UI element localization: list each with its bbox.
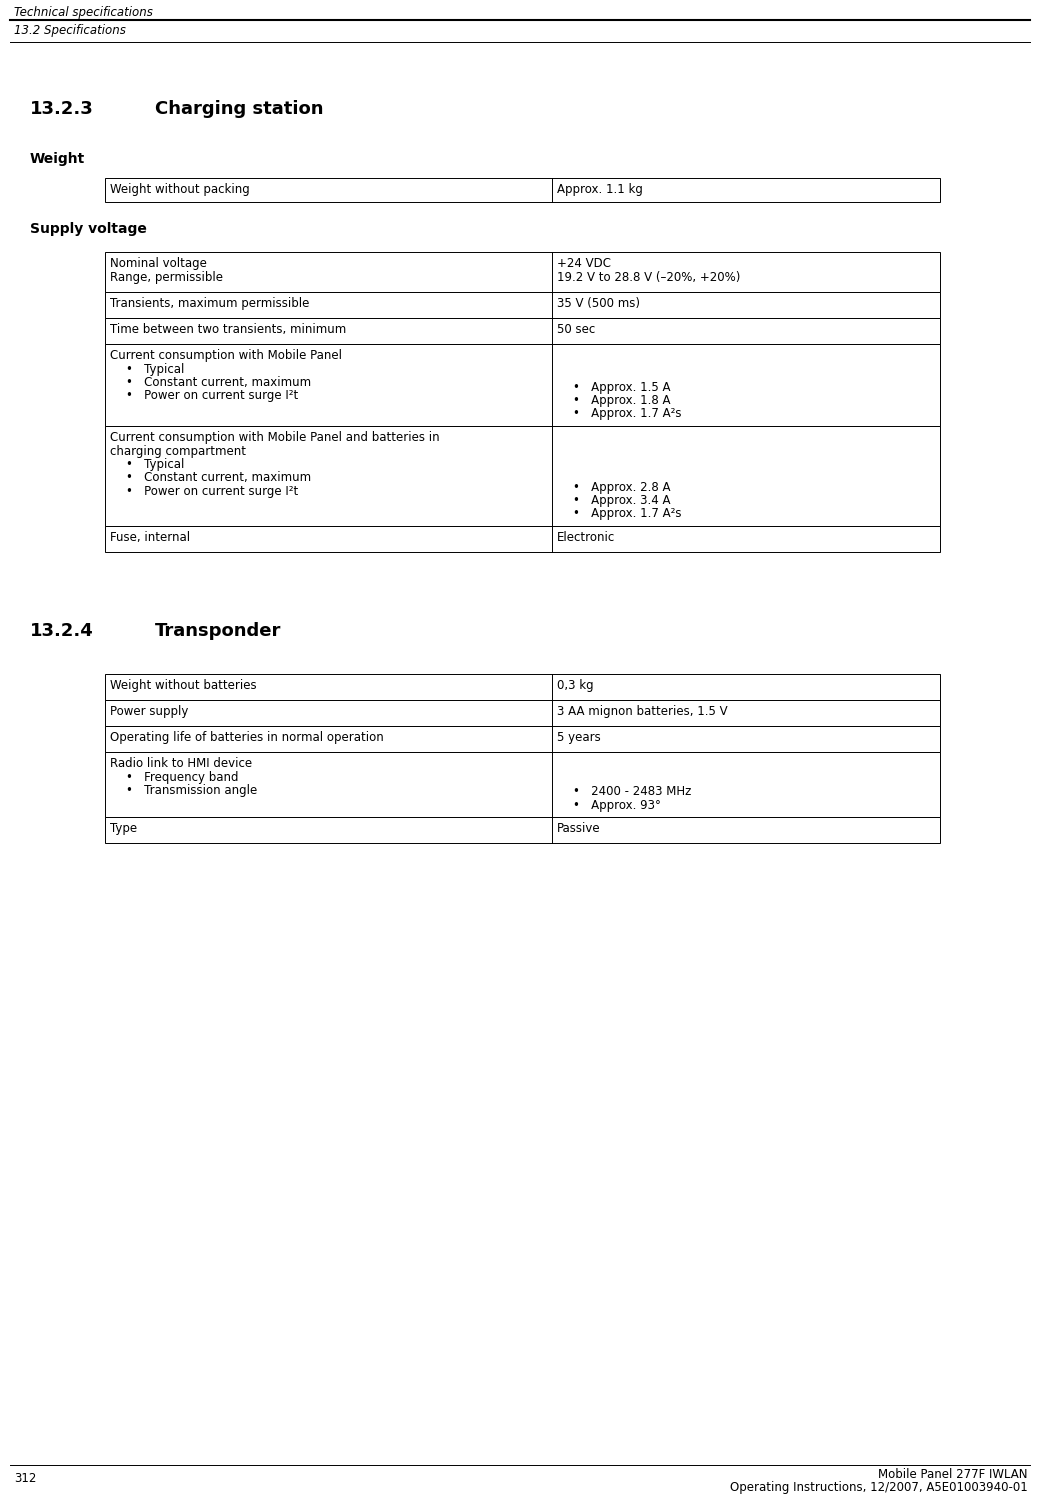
Text: Weight: Weight <box>30 152 85 166</box>
Bar <box>105 344 940 426</box>
Text: Nominal voltage: Nominal voltage <box>110 257 207 270</box>
Text: 0,3 kg: 0,3 kg <box>556 679 594 693</box>
Text: •   Constant current, maximum: • Constant current, maximum <box>126 471 311 484</box>
Text: Current consumption with Mobile Panel and batteries in: Current consumption with Mobile Panel an… <box>110 432 440 444</box>
Text: Approx. 1.1 kg: Approx. 1.1 kg <box>556 183 643 196</box>
Text: •   Approx. 2.8 A: • Approx. 2.8 A <box>573 480 670 493</box>
Bar <box>105 726 940 751</box>
Bar <box>105 318 940 344</box>
Text: •   Approx. 1.8 A: • Approx. 1.8 A <box>573 394 670 407</box>
Text: 13.2 Specifications: 13.2 Specifications <box>14 24 126 38</box>
Text: 35 V (500 ms): 35 V (500 ms) <box>556 297 640 309</box>
Bar <box>105 816 940 844</box>
Text: •   Approx. 1.7 A²s: • Approx. 1.7 A²s <box>573 407 681 421</box>
Text: 13.2.3: 13.2.3 <box>30 100 94 118</box>
Bar <box>105 700 940 726</box>
Text: Operating Instructions, 12/2007, A5E01003940-01: Operating Instructions, 12/2007, A5E0100… <box>730 1480 1028 1494</box>
Bar <box>105 252 940 293</box>
Text: •   Power on current surge I²t: • Power on current surge I²t <box>126 389 298 403</box>
Text: Mobile Panel 277F IWLAN: Mobile Panel 277F IWLAN <box>879 1468 1028 1480</box>
Bar <box>105 293 940 318</box>
Bar <box>105 675 940 700</box>
Text: Range, permissible: Range, permissible <box>110 270 223 284</box>
Text: 3 AA mignon batteries, 1.5 V: 3 AA mignon batteries, 1.5 V <box>556 705 727 718</box>
Text: 50 sec: 50 sec <box>556 323 595 337</box>
Text: Transponder: Transponder <box>155 622 282 640</box>
Text: charging compartment: charging compartment <box>110 445 246 457</box>
Text: •   Approx. 1.5 A: • Approx. 1.5 A <box>573 380 670 394</box>
Text: •   Transmission angle: • Transmission angle <box>126 785 257 797</box>
Text: Fuse, internal: Fuse, internal <box>110 531 190 545</box>
Text: +24 VDC: +24 VDC <box>556 257 610 270</box>
Text: •   Approx. 93°: • Approx. 93° <box>573 798 660 812</box>
Text: Technical specifications: Technical specifications <box>14 6 153 20</box>
Text: Power supply: Power supply <box>110 705 188 718</box>
Text: Transients, maximum permissible: Transients, maximum permissible <box>110 297 309 309</box>
Text: •   Typical: • Typical <box>126 459 184 471</box>
Text: Passive: Passive <box>556 822 600 834</box>
Text: •   2400 - 2483 MHz: • 2400 - 2483 MHz <box>573 785 692 798</box>
Text: Weight without packing: Weight without packing <box>110 183 250 196</box>
Text: Weight without batteries: Weight without batteries <box>110 679 257 693</box>
Text: Current consumption with Mobile Panel: Current consumption with Mobile Panel <box>110 349 342 362</box>
Text: 13.2.4: 13.2.4 <box>30 622 94 640</box>
Bar <box>105 527 940 552</box>
Text: 312: 312 <box>14 1471 36 1485</box>
Bar <box>105 751 940 816</box>
Text: Time between two transients, minimum: Time between two transients, minimum <box>110 323 346 337</box>
Text: Operating life of batteries in normal operation: Operating life of batteries in normal op… <box>110 730 384 744</box>
Text: Electronic: Electronic <box>556 531 615 545</box>
Text: •   Typical: • Typical <box>126 362 184 376</box>
Bar <box>105 178 940 202</box>
Text: Supply voltage: Supply voltage <box>30 222 147 235</box>
Text: 19.2 V to 28.8 V (–20%, +20%): 19.2 V to 28.8 V (–20%, +20%) <box>556 270 740 284</box>
Text: •   Approx. 3.4 A: • Approx. 3.4 A <box>573 493 670 507</box>
Text: Radio link to HMI device: Radio link to HMI device <box>110 758 252 770</box>
Text: •   Constant current, maximum: • Constant current, maximum <box>126 376 311 389</box>
Text: 5 years: 5 years <box>556 730 600 744</box>
Text: Type: Type <box>110 822 137 834</box>
Text: •   Approx. 1.7 A²s: • Approx. 1.7 A²s <box>573 507 681 521</box>
Text: •   Frequency band: • Frequency band <box>126 771 238 783</box>
Text: •   Power on current surge I²t: • Power on current surge I²t <box>126 484 298 498</box>
Text: Charging station: Charging station <box>155 100 323 118</box>
Bar <box>105 426 940 527</box>
